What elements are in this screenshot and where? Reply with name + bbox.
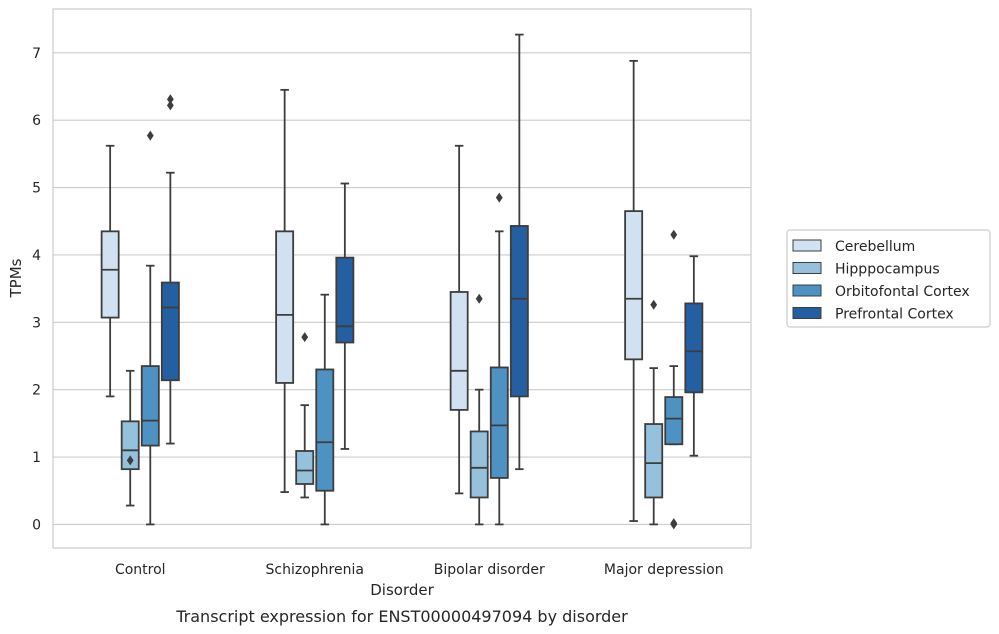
legend-item: Hipppocampus xyxy=(792,262,940,278)
legend-label: Orbitofontal Cortex xyxy=(835,284,970,300)
outlier-point xyxy=(166,100,174,111)
box-body xyxy=(295,450,315,485)
y-tick-label: 2 xyxy=(32,383,41,399)
y-tick-label: 0 xyxy=(32,517,41,533)
box-body xyxy=(644,423,664,499)
y-axis-ticks: 0 1 2 3 4 5 6 7 xyxy=(32,46,41,534)
grid-lines xyxy=(53,52,751,526)
legend-label: Cerebellum xyxy=(835,239,915,255)
legend-frame xyxy=(786,229,991,328)
outlier-point xyxy=(126,455,134,466)
y-tick-label: 6 xyxy=(32,113,41,129)
box-body xyxy=(335,256,355,344)
chart-caption: Transcript expression for ENST0000049709… xyxy=(175,607,628,626)
box-orbitofontal-cortex xyxy=(664,229,684,530)
box-body xyxy=(509,225,529,398)
legend-swatch xyxy=(792,284,822,297)
x-axis-ticks: Control Schizophrenia Bipolar disorder Majo… xyxy=(115,562,724,578)
box-cerebellum xyxy=(100,144,120,398)
y-tick-label: 3 xyxy=(32,315,41,331)
y-tick-label: 5 xyxy=(32,181,41,197)
box-plot-marks xyxy=(100,33,704,530)
x-tick-label: Major depression xyxy=(604,562,724,578)
legend-item: Orbitofontal Cortex xyxy=(792,284,970,300)
box-body xyxy=(489,366,509,479)
box-body xyxy=(469,430,489,499)
box-cerebellum xyxy=(275,88,295,493)
y-tick-label: 4 xyxy=(32,248,41,264)
box-prefrontal-cortex xyxy=(684,255,704,457)
box-body xyxy=(140,365,160,447)
box-orbitofontal-cortex xyxy=(315,293,335,526)
y-tick-label: 1 xyxy=(32,450,41,466)
box-body xyxy=(275,230,295,384)
box-body xyxy=(315,368,335,492)
box-prefrontal-cortex xyxy=(160,94,180,445)
box-cerebellum xyxy=(624,59,644,522)
box-hipppocampus xyxy=(120,369,140,507)
legend-label: Prefrontal Cortex xyxy=(835,307,954,323)
outlier-point xyxy=(495,192,503,203)
box-orbitofontal-cortex xyxy=(140,130,160,526)
box-body xyxy=(664,396,684,446)
y-tick-label: 7 xyxy=(32,46,41,62)
box-body xyxy=(684,302,704,394)
outlier-point xyxy=(166,94,174,105)
legend-items: Cerebellum Hipppocampus Orbitofontal Corte… xyxy=(792,239,970,323)
box-body xyxy=(624,210,644,361)
box-prefrontal-cortex xyxy=(335,182,355,450)
y-axis-label: TPMs xyxy=(7,258,25,298)
x-tick-label: Bipolar disorder xyxy=(434,562,545,578)
box-body xyxy=(449,291,469,411)
x-axis-label: Disorder xyxy=(370,581,434,599)
legend-swatch xyxy=(792,307,822,319)
outlier-point xyxy=(301,332,309,343)
outlier-point xyxy=(650,299,658,310)
box-cerebellum xyxy=(449,144,469,495)
box-hipppocampus xyxy=(295,332,315,499)
x-tick-label: Control xyxy=(115,562,166,578)
outlier-point xyxy=(670,229,678,240)
box-orbitofontal-cortex xyxy=(489,192,509,526)
box-prefrontal-cortex xyxy=(509,33,529,471)
legend-item: Cerebellum xyxy=(792,239,915,255)
box-body xyxy=(120,420,140,471)
legend-label: Hipppocampus xyxy=(835,262,940,278)
legend-item: Prefrontal Cortex xyxy=(792,307,954,323)
legend-swatch xyxy=(792,262,822,274)
box-body xyxy=(160,281,180,382)
outlier-point xyxy=(670,518,678,529)
box-hipppocampus xyxy=(644,299,664,526)
legend: Cerebellum Hipppocampus Orbitofontal Corte… xyxy=(786,229,991,328)
box-body xyxy=(100,230,120,319)
outlier-point xyxy=(146,130,154,141)
x-tick-label: Schizophrenia xyxy=(266,562,364,578)
box-hipppocampus xyxy=(469,293,489,526)
outlier-point xyxy=(475,293,483,304)
legend-swatch xyxy=(792,239,822,252)
